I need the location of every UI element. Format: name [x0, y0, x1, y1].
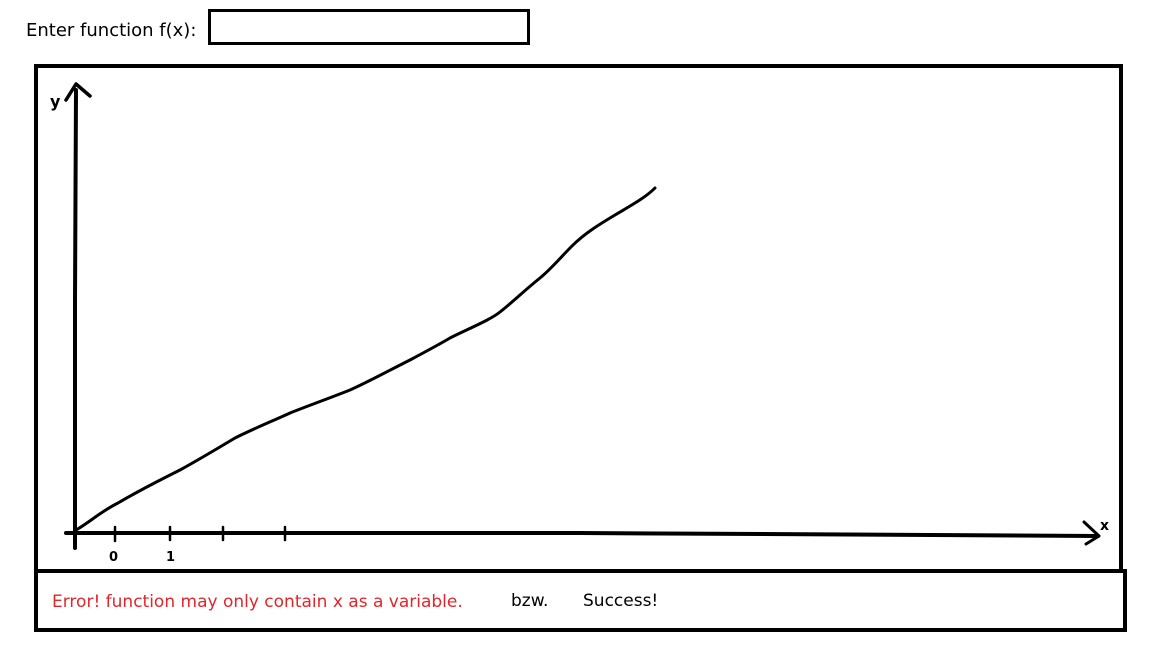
function-curve: [74, 186, 657, 532]
function-input-label: Enter function f(x):: [26, 20, 197, 41]
y-axis-arrow-icon: [64, 82, 92, 102]
error-message: Error! function may only contain x as a …: [52, 592, 463, 612]
function-input[interactable]: [208, 9, 530, 45]
status-separator: bzw.: [511, 591, 549, 611]
x-axis-arrow-icon: [1082, 520, 1101, 546]
y-axis-line: [73, 88, 78, 550]
y-axis-label: y: [50, 92, 61, 111]
x-tick-label-1: 1: [166, 550, 175, 565]
success-message: Success!: [583, 591, 659, 611]
status-bar: Error! function may only contain x as a …: [34, 569, 1127, 632]
x-axis-label: x: [1100, 518, 1109, 534]
x-axis-line: [64, 531, 1100, 538]
plot-area: [34, 64, 1123, 574]
x-tick-label-0: 0: [109, 550, 118, 565]
